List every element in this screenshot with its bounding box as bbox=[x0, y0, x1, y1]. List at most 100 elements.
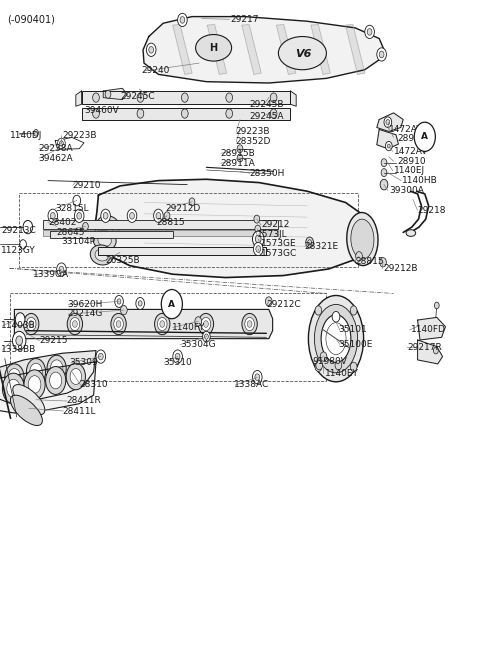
Polygon shape bbox=[242, 25, 261, 74]
Circle shape bbox=[173, 350, 182, 363]
Circle shape bbox=[379, 51, 384, 58]
Polygon shape bbox=[418, 317, 445, 340]
Text: 29223B: 29223B bbox=[235, 127, 270, 137]
Circle shape bbox=[72, 321, 77, 327]
Circle shape bbox=[98, 353, 103, 360]
Circle shape bbox=[226, 93, 232, 102]
Polygon shape bbox=[346, 25, 365, 74]
Circle shape bbox=[367, 29, 372, 35]
Text: 39460V: 39460V bbox=[84, 106, 119, 116]
Ellipse shape bbox=[101, 220, 115, 232]
Text: 39300A: 39300A bbox=[389, 186, 424, 195]
Circle shape bbox=[320, 352, 327, 361]
Circle shape bbox=[105, 90, 111, 98]
Circle shape bbox=[306, 237, 313, 248]
Circle shape bbox=[350, 306, 357, 315]
Polygon shape bbox=[173, 25, 192, 74]
Text: 28911A: 28911A bbox=[221, 159, 255, 168]
Polygon shape bbox=[95, 179, 371, 278]
Circle shape bbox=[47, 355, 66, 382]
Text: 91980V: 91980V bbox=[312, 357, 347, 367]
Text: 1339GA: 1339GA bbox=[33, 270, 69, 280]
Circle shape bbox=[160, 321, 165, 327]
Circle shape bbox=[23, 220, 33, 234]
Circle shape bbox=[26, 317, 36, 331]
Ellipse shape bbox=[96, 216, 120, 236]
Ellipse shape bbox=[351, 219, 374, 259]
Bar bbox=[43, 230, 278, 236]
Circle shape bbox=[20, 240, 26, 249]
Circle shape bbox=[66, 363, 85, 390]
Text: 33104P: 33104P bbox=[61, 237, 96, 246]
Text: 39462A: 39462A bbox=[38, 154, 73, 163]
Circle shape bbox=[59, 266, 64, 273]
Circle shape bbox=[137, 93, 144, 102]
Text: 28402: 28402 bbox=[48, 218, 76, 227]
Text: 29212: 29212 bbox=[262, 220, 290, 230]
Circle shape bbox=[255, 235, 261, 243]
Circle shape bbox=[24, 313, 39, 335]
Ellipse shape bbox=[308, 295, 364, 382]
Circle shape bbox=[34, 129, 38, 136]
Text: A: A bbox=[421, 132, 428, 141]
Text: 29217: 29217 bbox=[230, 15, 259, 24]
Text: 29245C: 29245C bbox=[120, 92, 155, 101]
Circle shape bbox=[180, 17, 185, 23]
Circle shape bbox=[127, 209, 137, 222]
Circle shape bbox=[130, 212, 134, 219]
Polygon shape bbox=[143, 17, 384, 83]
Text: 28411R: 28411R bbox=[66, 396, 101, 406]
Ellipse shape bbox=[95, 249, 108, 261]
Circle shape bbox=[101, 209, 110, 222]
Circle shape bbox=[154, 209, 163, 222]
Circle shape bbox=[103, 212, 108, 219]
Text: 39620H: 39620H bbox=[67, 300, 103, 309]
Circle shape bbox=[60, 141, 63, 146]
Polygon shape bbox=[0, 362, 96, 413]
Circle shape bbox=[2, 373, 24, 404]
Circle shape bbox=[93, 109, 99, 118]
Circle shape bbox=[385, 141, 392, 151]
Polygon shape bbox=[377, 113, 403, 131]
Circle shape bbox=[316, 361, 323, 370]
Polygon shape bbox=[311, 25, 330, 74]
Circle shape bbox=[189, 198, 195, 206]
Ellipse shape bbox=[98, 234, 111, 246]
Circle shape bbox=[50, 360, 63, 377]
Circle shape bbox=[74, 209, 84, 222]
Circle shape bbox=[237, 145, 243, 153]
Text: 1338BB: 1338BB bbox=[1, 345, 36, 355]
Circle shape bbox=[136, 297, 144, 309]
Circle shape bbox=[270, 93, 277, 102]
Text: 29223B: 29223B bbox=[62, 131, 97, 140]
Text: 29245B: 29245B bbox=[250, 100, 284, 109]
Text: 28815: 28815 bbox=[355, 257, 384, 266]
Text: 1573GC: 1573GC bbox=[261, 249, 298, 258]
Circle shape bbox=[201, 317, 211, 331]
Circle shape bbox=[434, 302, 439, 309]
Circle shape bbox=[315, 362, 322, 371]
Circle shape bbox=[245, 317, 254, 331]
Circle shape bbox=[384, 117, 392, 127]
Text: V6: V6 bbox=[295, 49, 312, 60]
Text: 1573JL: 1573JL bbox=[257, 230, 288, 239]
Text: 28321E: 28321E bbox=[305, 242, 339, 251]
Circle shape bbox=[433, 347, 438, 354]
Circle shape bbox=[198, 313, 214, 335]
Circle shape bbox=[15, 313, 25, 326]
Text: 28350H: 28350H bbox=[250, 169, 285, 178]
Text: 29212C: 29212C bbox=[266, 300, 301, 309]
Text: 29213C: 29213C bbox=[1, 226, 36, 235]
Text: 35100E: 35100E bbox=[338, 340, 373, 349]
Text: 28915B: 28915B bbox=[221, 149, 255, 158]
Circle shape bbox=[247, 321, 252, 327]
Text: 1573GE: 1573GE bbox=[261, 239, 297, 248]
Circle shape bbox=[30, 363, 42, 380]
Ellipse shape bbox=[93, 230, 116, 250]
Polygon shape bbox=[0, 351, 96, 403]
Text: 1140HB: 1140HB bbox=[402, 176, 438, 185]
Text: H: H bbox=[210, 42, 217, 53]
Text: 29212D: 29212D bbox=[166, 204, 201, 213]
Text: 28645: 28645 bbox=[57, 228, 85, 237]
Ellipse shape bbox=[347, 212, 378, 266]
